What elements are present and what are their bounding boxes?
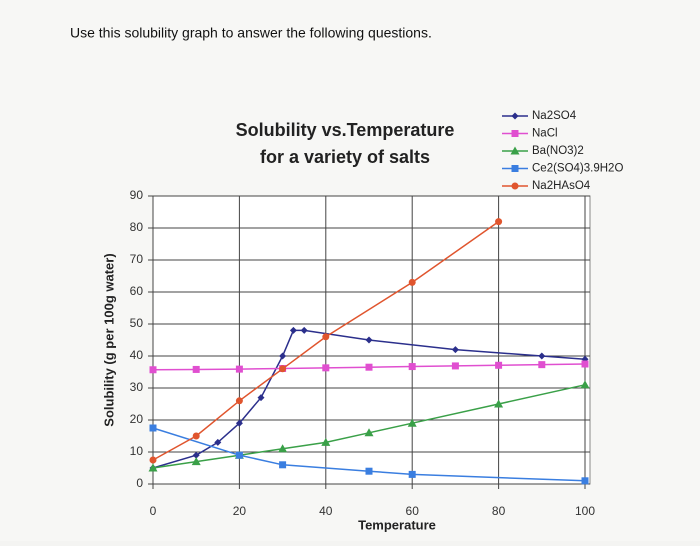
marker: [192, 365, 200, 373]
legend-label: NaCl: [532, 128, 558, 140]
marker: [235, 419, 243, 427]
marker: [365, 467, 373, 475]
marker: [451, 362, 459, 370]
marker: [235, 397, 243, 405]
marker: [279, 365, 287, 373]
x-axis-label: Temperature: [358, 517, 436, 532]
marker: [538, 361, 546, 369]
y-tick-label: 40: [130, 348, 144, 362]
marker: [322, 333, 330, 341]
series-line: [152, 329, 586, 469]
marker: [279, 352, 287, 360]
legend-label: Na2SO4: [532, 110, 577, 122]
marker: [581, 360, 589, 368]
marker: [365, 363, 373, 371]
marker: [289, 326, 297, 334]
marker: [235, 451, 243, 459]
y-tick-label: 50: [130, 316, 144, 330]
legend-label: Ba(NO3)2: [532, 145, 584, 157]
marker: [191, 457, 201, 466]
y-tick-label: 10: [130, 444, 144, 458]
x-tick-label: 100: [575, 504, 595, 518]
instruction: Use this solubility graph to answer the …: [70, 25, 432, 41]
y-axis-label: Solubility (g per 100g water): [101, 253, 116, 426]
marker: [300, 326, 308, 334]
marker: [149, 456, 157, 464]
marker: [581, 477, 589, 485]
marker: [214, 438, 222, 446]
x-tick-label: 40: [319, 504, 333, 518]
y-tick-label: 20: [130, 412, 144, 426]
x-tick-label: 0: [150, 504, 157, 518]
marker: [407, 418, 417, 427]
marker: [279, 461, 287, 469]
marker: [408, 363, 416, 371]
marker: [148, 463, 158, 472]
marker: [510, 146, 520, 155]
y-tick-label: 60: [130, 284, 144, 298]
chart-subtitle: for a variety of salts: [260, 147, 430, 167]
marker: [149, 366, 157, 374]
x-tick-label: 80: [492, 504, 506, 518]
marker: [365, 336, 373, 344]
y-tick-label: 70: [130, 252, 144, 266]
marker: [278, 444, 288, 453]
marker: [511, 112, 519, 120]
x-tick-label: 20: [233, 504, 247, 518]
marker: [408, 470, 416, 478]
marker: [321, 437, 331, 446]
marker: [538, 352, 546, 360]
y-tick-label: 90: [130, 188, 144, 202]
marker: [235, 365, 243, 373]
y-tick-label: 0: [136, 476, 143, 490]
marker: [580, 380, 590, 389]
marker: [257, 394, 265, 402]
marker: [192, 432, 200, 440]
marker: [511, 165, 519, 172]
y-tick-label: 80: [130, 220, 144, 234]
marker: [322, 364, 330, 372]
marker: [495, 361, 503, 369]
legend-label: Na2HAsO4: [532, 180, 591, 192]
marker: [192, 451, 200, 459]
marker: [408, 278, 416, 286]
marker: [364, 428, 374, 437]
y-tick-label: 30: [130, 380, 144, 394]
marker: [451, 346, 459, 354]
x-tick-label: 60: [406, 504, 420, 518]
marker: [494, 399, 504, 408]
series-line: [152, 427, 586, 482]
marker: [511, 130, 519, 137]
chart-title: Solubility vs.Temperature: [236, 120, 455, 140]
marker: [495, 218, 503, 226]
marker: [511, 182, 519, 190]
marker: [149, 424, 157, 432]
legend-label: Ce2(SO4)3.9H2O: [532, 163, 623, 175]
